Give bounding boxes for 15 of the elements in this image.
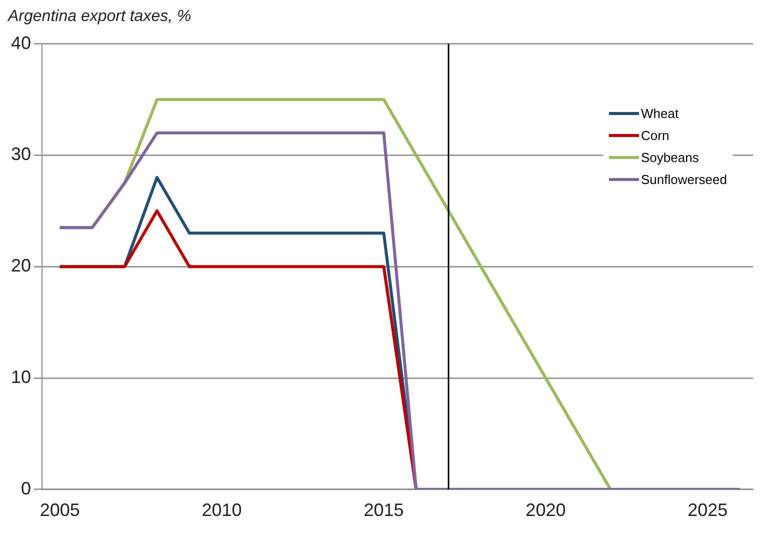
y-tick-label: 30: [10, 144, 32, 164]
chart-subtitle: Argentina export taxes, %: [8, 8, 192, 27]
x-tick-label: 2020: [526, 500, 566, 520]
y-tick-label: 20: [10, 256, 32, 276]
y-tick-label: 0: [21, 478, 32, 498]
x-tick-label: 2025: [688, 500, 728, 520]
legend-label: Sunflowerseed: [641, 172, 727, 186]
x-tick-label: 2010: [202, 500, 242, 520]
x-tick-label: 2015: [364, 500, 404, 520]
y-tick-label: 10: [10, 366, 32, 387]
x-tick-label: 2005: [40, 500, 80, 520]
legend-label: Wheat: [641, 106, 679, 120]
legend-label: Corn: [641, 128, 670, 142]
legend-label: Soybeans: [641, 150, 699, 164]
y-tick-label: 40: [10, 32, 32, 53]
